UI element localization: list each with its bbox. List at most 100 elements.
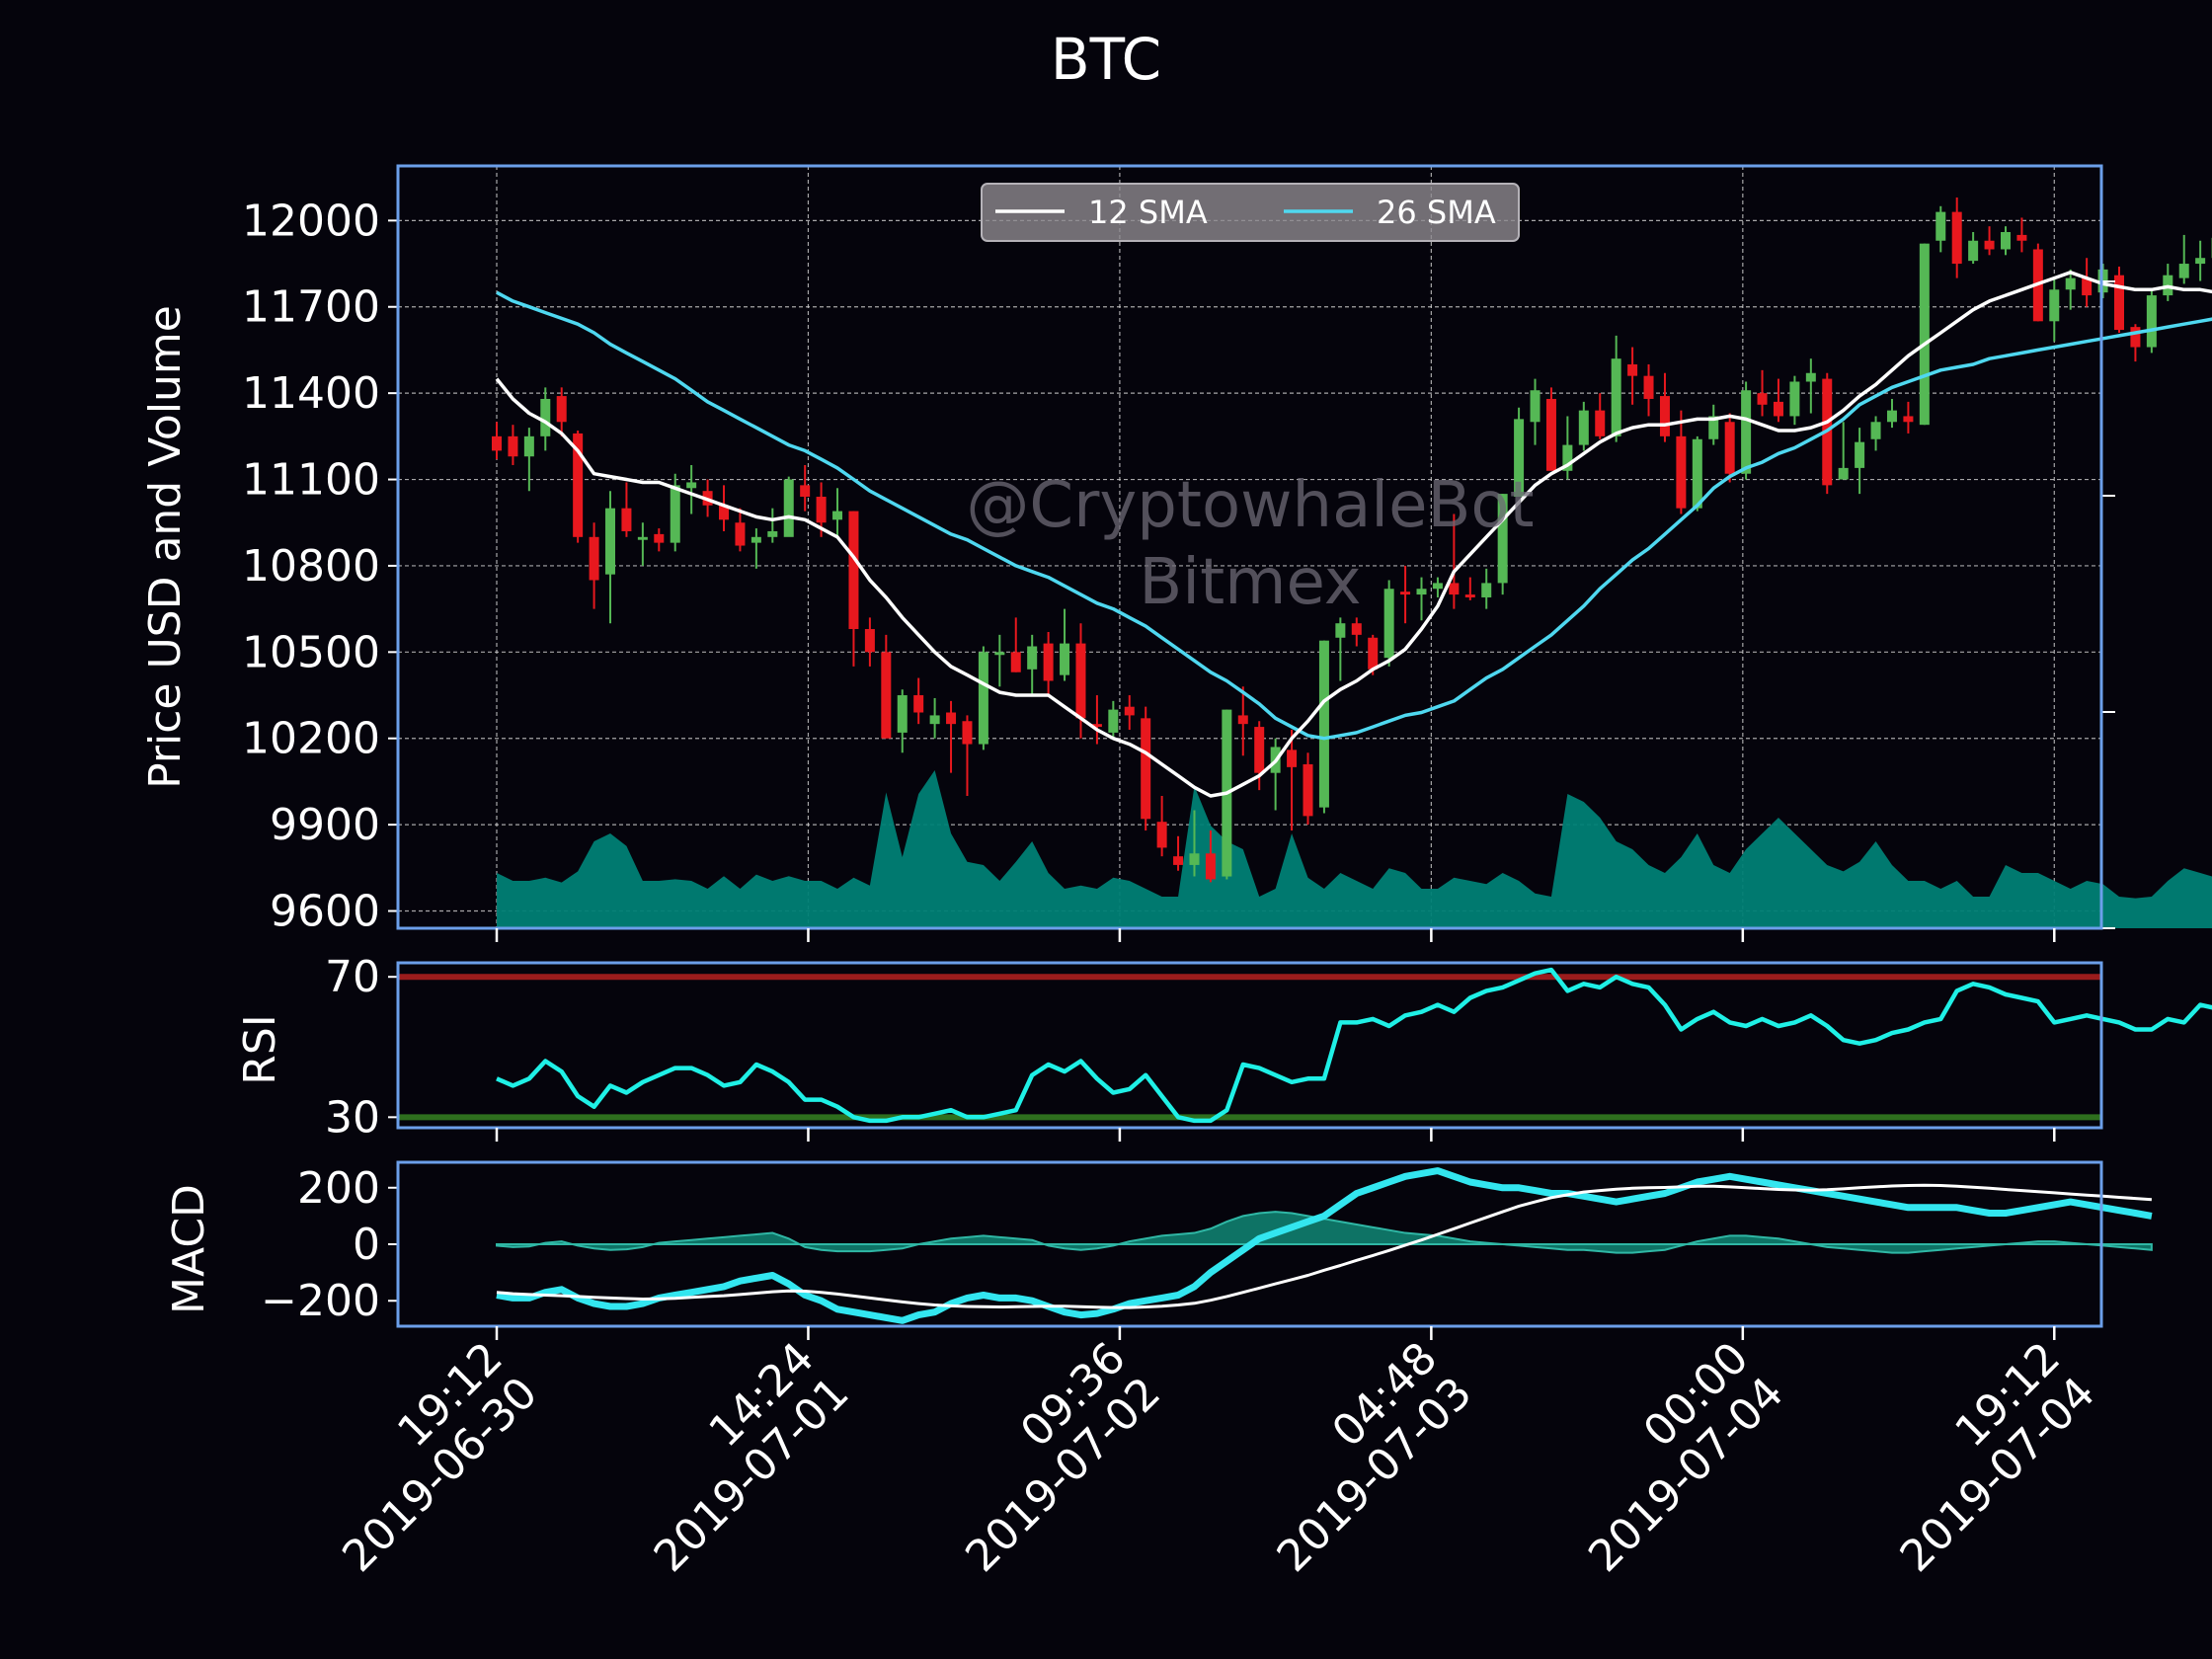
candle (1855, 428, 1865, 495)
candle (1562, 416, 1573, 480)
candle (913, 677, 924, 725)
candle-body (1984, 240, 1995, 250)
candle-body (1919, 243, 1930, 426)
candle-body (1318, 640, 1329, 808)
candle-body (1027, 646, 1038, 670)
legend-label-sma26: 26 SMA (1377, 194, 1496, 231)
candle (1886, 398, 1897, 429)
candle-body (1173, 856, 1184, 865)
candle (1156, 795, 1167, 857)
macd-ylabel: MACD (164, 1184, 214, 1314)
candle (556, 387, 567, 436)
sma12-line (495, 271, 2212, 798)
candle (1173, 835, 1184, 871)
candle (1870, 416, 1881, 451)
candle-body (508, 435, 518, 457)
candle (864, 617, 875, 667)
candle (1805, 358, 1816, 414)
candle-body (2146, 295, 2157, 348)
candle (1416, 577, 1427, 621)
candle (637, 522, 648, 566)
watermark-line-1: @CryptowhaleBot (966, 469, 1534, 542)
candle-body (1936, 211, 1946, 241)
candle (1205, 830, 1216, 883)
candle (962, 715, 973, 796)
candle (2163, 264, 2173, 301)
rsi-panel: 30 70 RSI (235, 952, 2212, 1143)
candle (1335, 617, 1346, 681)
candle-body (605, 508, 616, 575)
candle-body (1432, 583, 1443, 590)
candle-body (881, 652, 892, 739)
candle-body (1449, 583, 1460, 595)
candle (735, 508, 746, 552)
candle-body (1141, 718, 1151, 820)
candle-body (1708, 416, 1719, 439)
candle-body (2082, 277, 2093, 296)
candle-body (832, 511, 843, 520)
candle (1351, 617, 1362, 647)
candle (1497, 494, 1508, 595)
legend: 12 SMA 26 SMA (981, 183, 1520, 242)
candle (621, 482, 632, 537)
candle (492, 422, 502, 460)
candle-body (1124, 706, 1135, 716)
candle (881, 634, 892, 739)
candle-body (816, 497, 827, 523)
candle (2049, 277, 2060, 342)
candle (1984, 226, 1995, 256)
candle-body (735, 522, 746, 546)
candle-body (2195, 258, 2206, 265)
macd-panel-frame (396, 1160, 2103, 1328)
candle-body (1043, 643, 1054, 681)
candle (929, 697, 940, 739)
price-ytick-label: 9900 (270, 800, 380, 850)
candle (1838, 422, 1849, 480)
candle-body (1643, 375, 1654, 399)
candle (1091, 695, 1102, 745)
candle (994, 634, 1005, 687)
candle (1124, 695, 1135, 730)
candle (1968, 232, 1979, 265)
candle (2082, 258, 2093, 307)
candle (1773, 378, 1783, 423)
candle (1287, 729, 1298, 830)
candle (1303, 752, 1313, 826)
candle-body (637, 536, 648, 540)
candle-body (913, 695, 924, 713)
candle (848, 511, 859, 667)
candle-body (946, 712, 957, 725)
candle-body (719, 505, 730, 520)
candle (1318, 640, 1329, 814)
candle (1530, 378, 1540, 445)
candle-body (1545, 398, 1556, 471)
price-ylabel: Price USD and Volume (140, 305, 191, 789)
price-panel-frame (396, 164, 2103, 930)
candle-body (1464, 594, 1475, 597)
candle-body (1951, 211, 1962, 265)
macd-histogram-area (496, 1211, 2153, 1254)
candle-body (1205, 853, 1216, 880)
candle (1043, 631, 1054, 696)
candle-body (767, 530, 778, 537)
price-ytick-label: 11100 (242, 455, 380, 506)
candle (1237, 686, 1248, 756)
candle (2016, 217, 2027, 253)
candle-body (2114, 275, 2124, 331)
candle-body (670, 485, 680, 543)
candle-body (929, 715, 940, 725)
candle-body (2000, 232, 2011, 250)
candle-body (1676, 435, 1687, 509)
candle (2114, 266, 2124, 333)
candle-body (573, 433, 584, 537)
candle-body (1578, 410, 1589, 445)
candle (1449, 514, 1460, 609)
candle-body (1741, 390, 1752, 474)
macd-line (496, 1167, 2153, 1324)
candle-body (1789, 381, 1800, 417)
